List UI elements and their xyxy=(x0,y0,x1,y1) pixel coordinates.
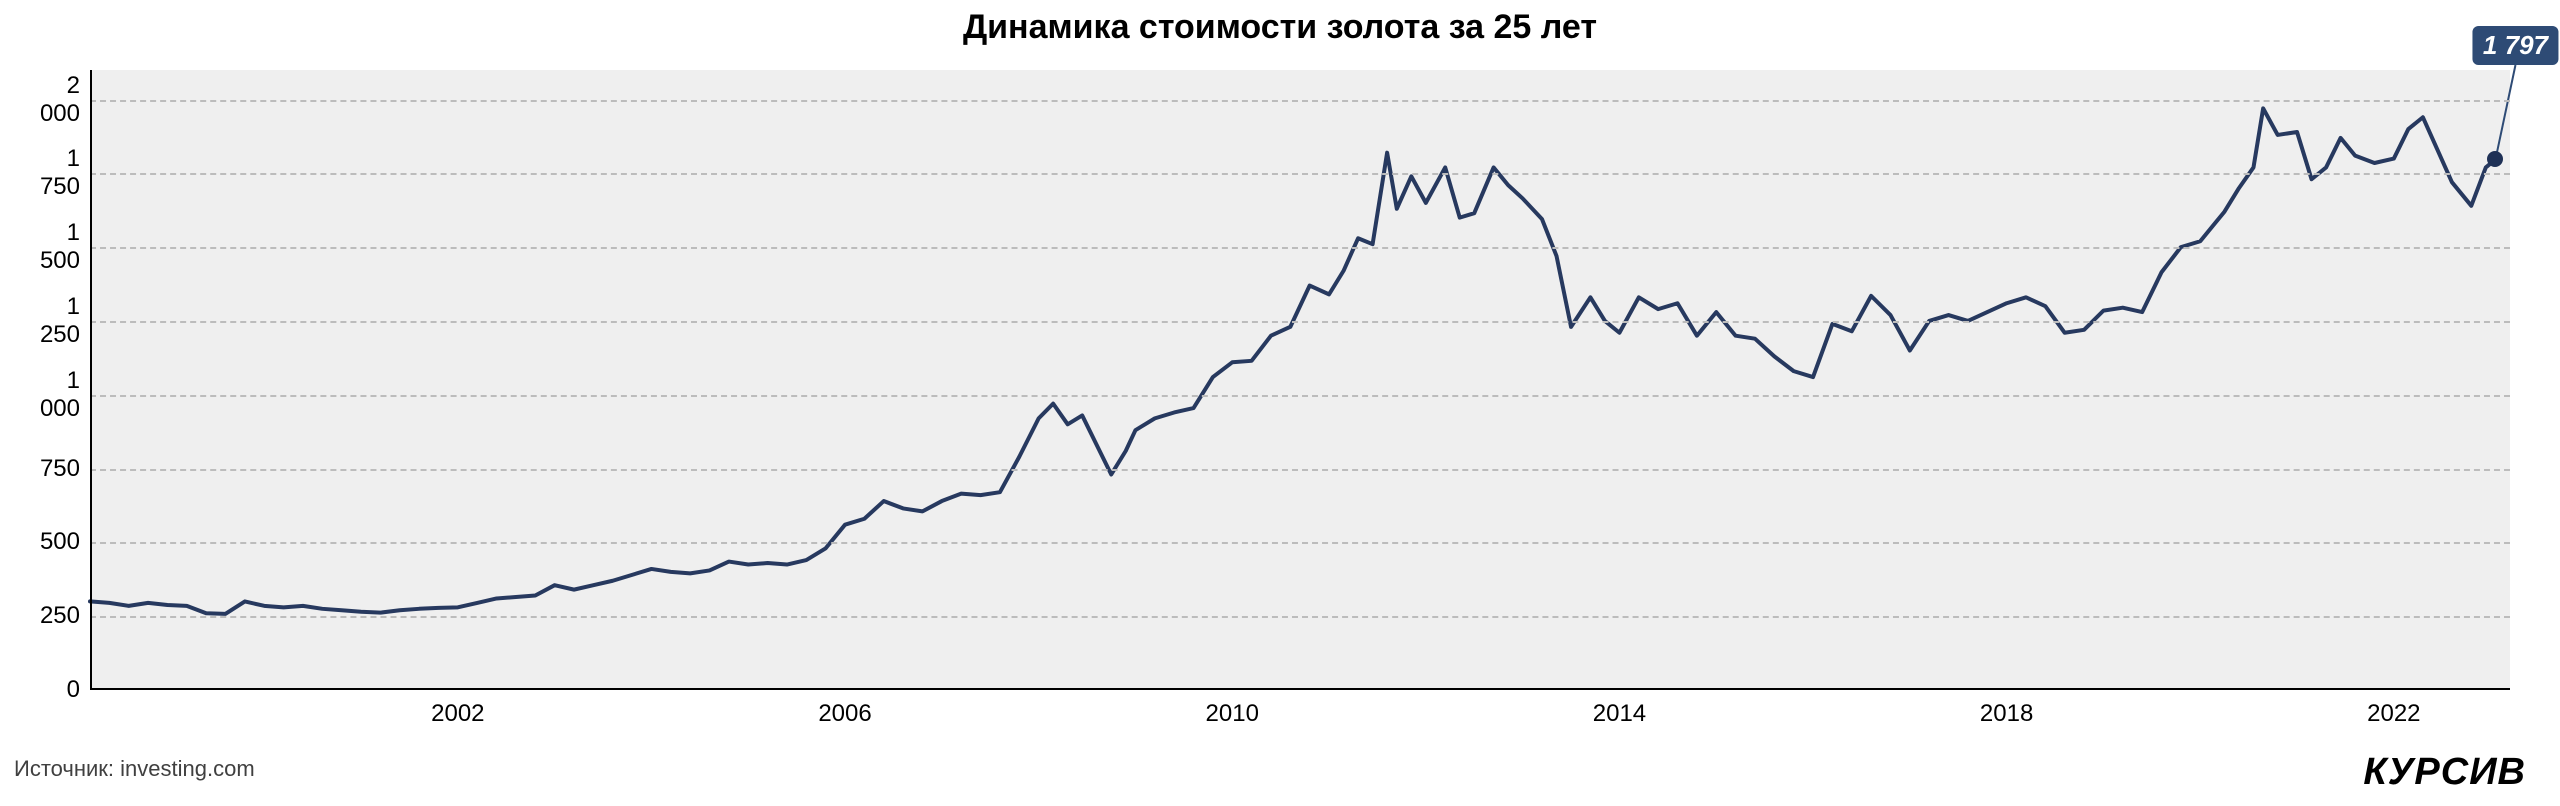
gridline xyxy=(90,321,2510,323)
x-tick-label: 2014 xyxy=(1593,700,1646,728)
callout-leader xyxy=(2495,65,2515,159)
price-line xyxy=(90,108,2495,613)
value-callout: 1 797 xyxy=(2473,26,2558,65)
chart-root: Динамика стоимости золота за 25 лет 0250… xyxy=(0,0,2560,806)
x-tick-label: 2022 xyxy=(2367,700,2420,728)
gridline xyxy=(90,469,2510,471)
brand-label: КУРСИВ xyxy=(2363,751,2526,794)
chart-title: Динамика стоимости золота за 25 лет xyxy=(0,8,2560,47)
gridline xyxy=(90,247,2510,249)
source-label: Источник: investing.com xyxy=(14,756,255,782)
y-tick-label: 1 000 xyxy=(40,367,80,423)
y-axis xyxy=(90,70,92,690)
gridline xyxy=(90,173,2510,175)
y-tick-label: 750 xyxy=(40,455,80,483)
y-tick-label: 0 xyxy=(67,676,80,704)
x-tick-label: 2002 xyxy=(431,700,484,728)
x-axis xyxy=(90,688,2510,690)
y-tick-label: 250 xyxy=(40,602,80,630)
gridline xyxy=(90,100,2510,102)
end-point-dot xyxy=(2487,151,2503,167)
y-tick-label: 1 250 xyxy=(40,293,80,349)
y-tick-label: 1 750 xyxy=(40,145,80,201)
y-tick-label: 2 000 xyxy=(40,72,80,128)
plot-area: 02505007501 0001 2501 5001 7502 00020022… xyxy=(90,70,2510,690)
gridline xyxy=(90,395,2510,397)
gridline xyxy=(90,542,2510,544)
x-tick-label: 2010 xyxy=(1206,700,1259,728)
line-layer xyxy=(90,70,2510,690)
x-tick-label: 2006 xyxy=(818,700,871,728)
x-tick-label: 2018 xyxy=(1980,700,2033,728)
y-tick-label: 500 xyxy=(40,528,80,556)
y-tick-label: 1 500 xyxy=(40,219,80,275)
gridline xyxy=(90,616,2510,618)
